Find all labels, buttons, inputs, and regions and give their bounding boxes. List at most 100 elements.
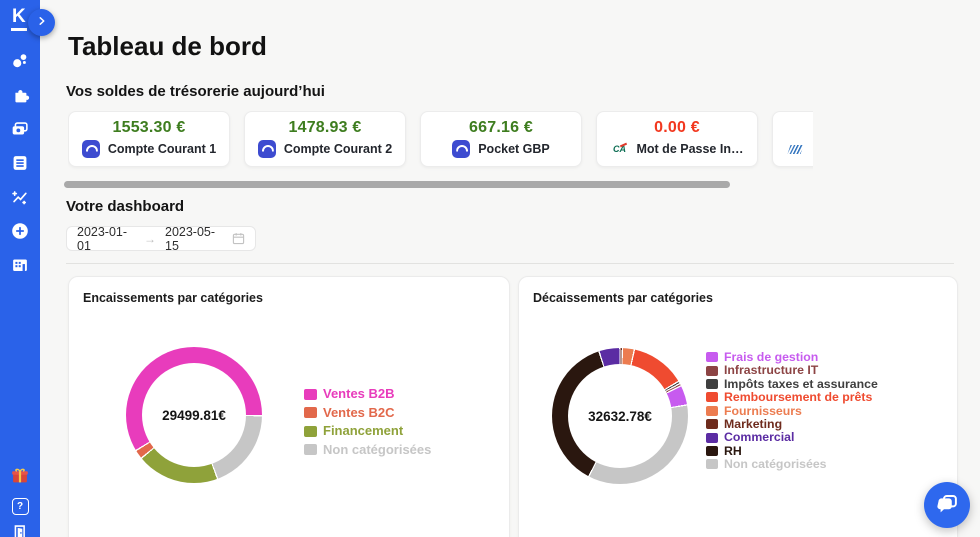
sidebar: K — [0, 0, 40, 537]
sidebar-item-help[interactable]: ? — [9, 495, 31, 517]
sidebar-expand-button[interactable] — [28, 9, 55, 36]
chat-widget-button[interactable] — [924, 482, 970, 528]
legend-item: Infrastructure IT — [706, 363, 878, 378]
account-balance: 0.00 € — [773, 119, 813, 137]
account-card[interactable]: 1478.93 € Compte Courant 2 — [244, 111, 406, 167]
gift-icon — [9, 465, 31, 492]
account-balance: 667.16 € — [469, 119, 533, 136]
account-card[interactable]: 1553.30 € Compte Courant 1 — [68, 111, 230, 167]
legend-label: Remboursement de prêts — [724, 390, 873, 405]
legend-item: Non catégorisées — [304, 442, 431, 458]
legend-item: Non catégorisées — [706, 457, 878, 472]
account-name: Compte Courant 2 — [283, 142, 393, 156]
bank-logo-icon — [257, 140, 276, 158]
legend-swatch — [304, 444, 317, 456]
legend-label: Commercial — [724, 430, 795, 445]
sidebar-item-add[interactable] — [9, 222, 31, 244]
account-card[interactable]: 0.00 € Mot de Passe In… — [772, 111, 813, 167]
chart-legend: Ventes B2B Ventes B2C Financement Non ca… — [304, 386, 431, 458]
range-arrow-icon: → — [144, 231, 156, 246]
bank-logo-icon — [610, 140, 629, 158]
legend-swatch — [706, 405, 718, 416]
account-name: Compte Courant 1 — [107, 142, 217, 156]
donut-hole: 32632.78€ — [568, 364, 672, 468]
sidebar-item-accounts[interactable] — [9, 120, 31, 142]
legend-swatch — [706, 365, 718, 376]
add-circle-icon — [9, 220, 31, 247]
legend-swatch — [706, 419, 718, 430]
logout-icon — [9, 521, 31, 537]
sidebar-item-company[interactable] — [9, 256, 31, 278]
account-card[interactable]: 667.16 € Pocket GBP — [420, 111, 582, 167]
account-balance: 0.00 € — [654, 119, 700, 136]
legend-swatch — [706, 352, 718, 363]
legend-swatch — [706, 392, 718, 403]
sidebar-item-integrations[interactable] — [9, 86, 31, 108]
insights-icon — [9, 186, 31, 213]
bank-logo-icon — [81, 140, 100, 158]
banknotes-icon — [9, 118, 31, 145]
account-balance: 1553.30 € — [112, 119, 186, 136]
puzzle-icon — [9, 84, 31, 111]
legend-label: Frais de gestion — [724, 350, 819, 364]
account-card[interactable]: 0.00 € Mot de Passe In… — [596, 111, 758, 167]
account-name: Mot de Passe In… — [636, 142, 744, 156]
balances-heading: Vos soldes de trésorerie aujourd’hui — [66, 83, 325, 100]
legend-item: RH — [706, 444, 878, 457]
legend-label: Ventes B2C — [323, 404, 395, 420]
legend-item: Marketing — [706, 418, 878, 430]
document-icon — [9, 152, 31, 179]
page-title: Tableau de bord — [68, 31, 267, 61]
account-balance: 1478.93 € — [288, 119, 362, 136]
horizontal-scrollbar-thumb[interactable] — [64, 181, 730, 188]
legend-item: Commercial — [706, 430, 878, 445]
legend-item: Ventes B2B — [304, 386, 431, 402]
sidebar-nav — [0, 52, 40, 278]
dashboard-heading: Votre dashboard — [66, 198, 185, 215]
chart-title: Décaissements par catégories — [533, 291, 713, 305]
sidebar-footer: ? — [0, 467, 40, 537]
bubbles-icon — [9, 50, 31, 77]
encaissements-chart-card: Encaissements par catégories 29499.81€ V… — [68, 276, 510, 537]
decaissements-donut-chart: 32632.78€ — [552, 348, 688, 484]
legend-label: Marketing — [724, 417, 783, 432]
decaissements-chart-card: Décaissements par catégories 32632.78€ F… — [518, 276, 958, 537]
sidebar-item-insights[interactable] — [9, 188, 31, 210]
balance-cards-scroller: 1553.30 € Compte Courant 1 1478.93 € Com… — [68, 111, 813, 171]
chart-title: Encaissements par catégories — [83, 291, 263, 305]
donut-total-label: 32632.78€ — [588, 408, 652, 424]
account-name: Pocket GBP — [478, 142, 550, 156]
legend-label: Non catégorisées — [724, 457, 827, 472]
legend-item: Fournisseurs — [706, 404, 878, 417]
date-end-value: 2023-05-15 — [165, 224, 216, 253]
legend-swatch — [706, 379, 718, 390]
chat-bubble-icon — [934, 491, 960, 520]
section-divider — [66, 263, 954, 264]
legend-label: Ventes B2B — [323, 386, 395, 401]
main-content: Tableau de bord Vos soldes de trésorerie… — [40, 0, 980, 537]
legend-swatch — [706, 432, 718, 443]
sidebar-item-documents[interactable] — [9, 154, 31, 176]
account-name: Mot de Passe In… — [813, 142, 814, 156]
sidebar-item-logout[interactable] — [9, 523, 31, 537]
charts-row: Encaissements par catégories 29499.81€ V… — [68, 276, 958, 537]
app-logo: K — [11, 7, 27, 31]
legend-label: Impôts taxes et assurance — [724, 376, 878, 391]
legend-swatch — [706, 446, 718, 457]
legend-swatch — [304, 388, 317, 400]
legend-label: Infrastructure IT — [724, 363, 819, 378]
chart-legend: Frais de gestion Infrastructure IT Impôt… — [706, 351, 878, 471]
chevron-right-icon — [35, 14, 49, 31]
balance-cards-track: 1553.30 € Compte Courant 1 1478.93 € Com… — [68, 111, 813, 167]
date-range-picker[interactable]: 2023-01-01 → 2023-05-15 — [66, 224, 256, 253]
legend-item: Financement — [304, 423, 431, 439]
legend-item: Ventes B2C — [304, 404, 431, 421]
sidebar-item-overview[interactable] — [9, 52, 31, 74]
sidebar-item-rewards[interactable] — [9, 467, 31, 489]
building-icon — [9, 254, 31, 281]
legend-swatch — [706, 459, 718, 470]
donut-hole: 29499.81€ — [142, 363, 246, 467]
encaissements-donut-chart: 29499.81€ — [126, 347, 262, 483]
legend-item: Remboursement de prêts — [706, 390, 878, 405]
